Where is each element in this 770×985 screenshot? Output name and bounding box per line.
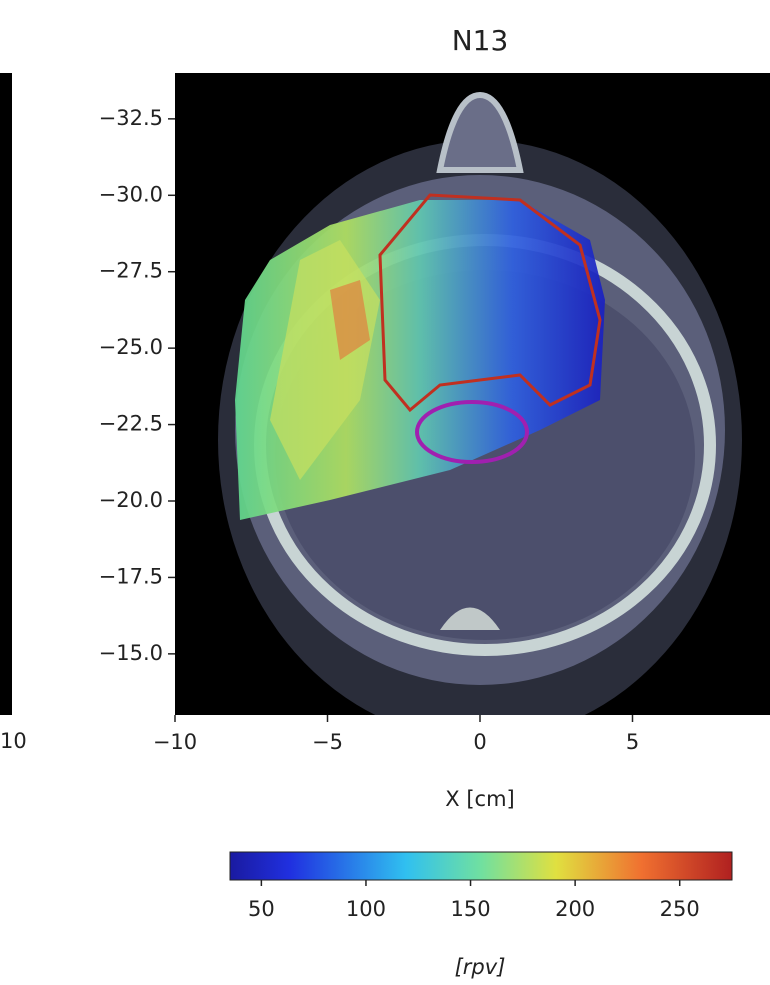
y-tick-label: −20.0 (99, 488, 163, 512)
y-tick-label: −22.5 (99, 412, 163, 436)
y-tick-label: −15.0 (99, 641, 163, 665)
y-tick-label: −32.5 (99, 106, 163, 130)
y-tick-label: −17.5 (99, 564, 163, 588)
x-tick-label: 5 (626, 730, 639, 754)
colorbar-tick-label: 150 (450, 897, 490, 921)
chart-title: N13 (452, 24, 509, 57)
colorbar-tick-label: 250 (660, 897, 700, 921)
y-tick-label: −25.0 (99, 335, 163, 359)
left-panel-image (0, 73, 12, 715)
x-axis-label: X [cm] (445, 787, 514, 811)
colorbar (229, 851, 733, 881)
ct-image (175, 73, 770, 715)
y-tick-label: −27.5 (99, 259, 163, 283)
x-tick-label: 0 (473, 730, 486, 754)
x-tick-label: −5 (312, 730, 343, 754)
colorbar-tick-label: 200 (555, 897, 595, 921)
colorbar-tick-label: 100 (346, 897, 386, 921)
x-tick-label: −10 (153, 730, 197, 754)
y-tick-label: −30.0 (99, 182, 163, 206)
colorbar-label: [rpv] (455, 955, 506, 979)
left-panel-tick-label: 10 (0, 729, 27, 753)
colorbar-tick-label: 50 (248, 897, 275, 921)
